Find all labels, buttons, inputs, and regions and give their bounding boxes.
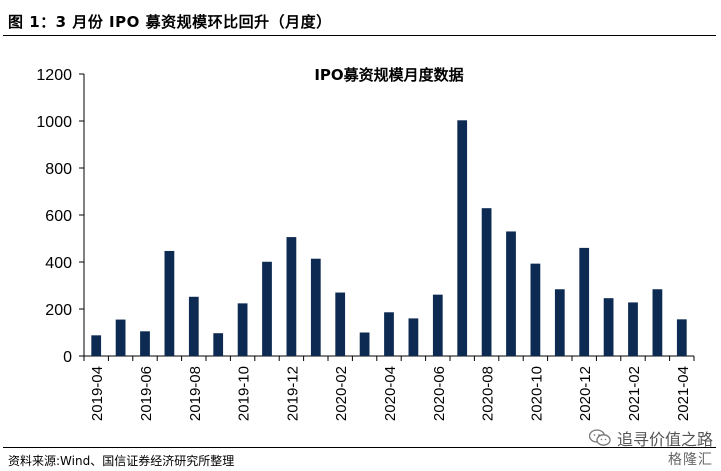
y-tick-label: 1000 <box>36 114 72 131</box>
bar-2020-04 <box>384 312 394 356</box>
top-divider <box>3 35 716 36</box>
bar-2020-03 <box>359 332 370 356</box>
bar-2021-02 <box>628 302 638 356</box>
brand-watermark: 格隆汇 <box>668 452 713 468</box>
bar-2019-04 <box>91 335 102 356</box>
bar-2020-02 <box>335 292 346 356</box>
bar-2021-01 <box>603 298 614 356</box>
watermark-text: 追寻价值之路 <box>616 430 713 449</box>
x-tick-label: 2020-08 <box>480 366 497 421</box>
watermark: 追寻价值之路 <box>588 426 713 450</box>
bar-2021-04 <box>676 319 687 356</box>
figure-title: 图 1：3 月份 IPO 募资规模环比回升（月度） <box>8 13 332 31</box>
bar-2020-12 <box>579 247 590 356</box>
bottom-divider <box>3 447 716 448</box>
y-tick-label: 400 <box>45 255 72 272</box>
bar-chart: IPO募资规模月度数据 0 200 400 600 800 1000 1200 2019-04 2… <box>36 66 695 421</box>
source-note: 资料来源:Wind、国信证券经济研究所整理 <box>8 454 235 468</box>
y-tick-label: 800 <box>45 161 72 178</box>
x-tick-label: 2020-10 <box>528 366 545 421</box>
bar-2019-06 <box>140 331 150 356</box>
bar-2020-09 <box>506 231 516 356</box>
x-tick-label: 2019-10 <box>236 366 253 421</box>
bar-2020-11 <box>554 289 565 356</box>
x-tick-label: 2019-08 <box>187 366 204 421</box>
x-tick-label: 2020-04 <box>382 366 399 421</box>
bar-2020-10 <box>530 263 541 356</box>
bar-2019-09 <box>213 333 224 356</box>
y-tick-label: 1200 <box>36 67 72 84</box>
bar-2019-11 <box>262 261 272 356</box>
wechat-icon <box>588 429 611 446</box>
y-tick-label: 200 <box>45 302 72 319</box>
y-tick-label: 600 <box>45 208 72 225</box>
y-tick-label: 0 <box>63 349 72 366</box>
bar-2019-05 <box>115 319 126 356</box>
x-tick-label: 2021-02 <box>626 366 643 421</box>
bar-2020-08 <box>481 208 492 356</box>
bar-2020-05 <box>408 318 419 356</box>
bar-2019-10 <box>237 303 248 356</box>
bar-2019-12 <box>286 237 297 356</box>
bar-2020-07 <box>457 120 468 356</box>
bar-2019-08 <box>188 296 199 356</box>
x-tick-label: 2020-06 <box>431 366 448 421</box>
x-tick-label: 2020-02 <box>333 366 350 421</box>
x-tick-label: 2020-12 <box>577 366 594 421</box>
bar-2020-01 <box>310 258 321 356</box>
bar-2021-03 <box>652 289 663 356</box>
x-tick-label: 2019-04 <box>89 366 106 421</box>
x-tick-label: 2021-04 <box>675 366 692 421</box>
bar-2020-06 <box>432 294 443 356</box>
x-tick-label: 2019-12 <box>284 366 301 421</box>
bar-2019-07 <box>164 250 175 356</box>
chart-title: IPO募资规模月度数据 <box>314 66 463 84</box>
x-tick-label: 2019-06 <box>138 366 155 421</box>
